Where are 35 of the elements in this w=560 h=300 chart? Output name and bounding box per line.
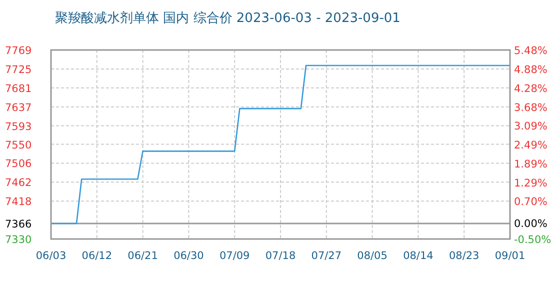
y-tick-label: 7506 xyxy=(5,158,32,170)
x-tick-label: 06/03 xyxy=(36,250,66,262)
y2-tick-label: 0.00% xyxy=(514,218,548,230)
y-tick-label: 7418 xyxy=(5,196,32,208)
y-tick-label: 7593 xyxy=(5,120,32,133)
x-tick-label: 08/23 xyxy=(448,250,480,262)
x-tick-label: 06/12 xyxy=(82,250,112,262)
x-tick-label: 06/30 xyxy=(174,250,204,262)
y-tick-label: 7725 xyxy=(5,64,32,76)
y2-tick-label: 4.88% xyxy=(514,64,548,76)
y-tick-label: 7366 xyxy=(5,218,32,230)
x-tick-label: 07/18 xyxy=(265,250,296,262)
x-tick-label: 08/05 xyxy=(357,250,388,262)
x-tick-label: 07/09 xyxy=(219,250,250,262)
x-tick-label: 09/01 xyxy=(494,250,526,262)
y-tick-label: 7681 xyxy=(5,82,32,95)
y2-tick-label: -0.50% xyxy=(514,234,552,246)
y-tick-label: 7550 xyxy=(5,139,32,152)
y2-tick-label: 0.70% xyxy=(514,196,548,208)
y2-tick-label: 3.09% xyxy=(514,120,548,133)
x-tick-label: 06/21 xyxy=(128,250,158,262)
y2-tick-label: 4.28% xyxy=(514,82,548,95)
y2-tick-label: 3.68% xyxy=(514,102,548,114)
y-tick-label: 7330 xyxy=(5,234,32,246)
y-tick-label: 7769 xyxy=(5,45,32,57)
y2-tick-label: 2.49% xyxy=(514,140,548,152)
x-tick-label: 08/14 xyxy=(403,250,434,262)
x-tick-label: 07/27 xyxy=(311,250,342,262)
line-series xyxy=(50,64,511,224)
y-tick-label: 7462 xyxy=(5,177,32,190)
chart-title: 聚羧酸减水剂单体 国内 综合价 2023-06-03 - 2023-09-01 xyxy=(55,10,400,26)
y2-tick-label: 5.48% xyxy=(514,45,548,57)
y2-tick-label: 1.89% xyxy=(514,158,548,170)
y2-tick-label: 1.29% xyxy=(514,177,548,190)
y-tick-label: 7637 xyxy=(5,102,32,114)
